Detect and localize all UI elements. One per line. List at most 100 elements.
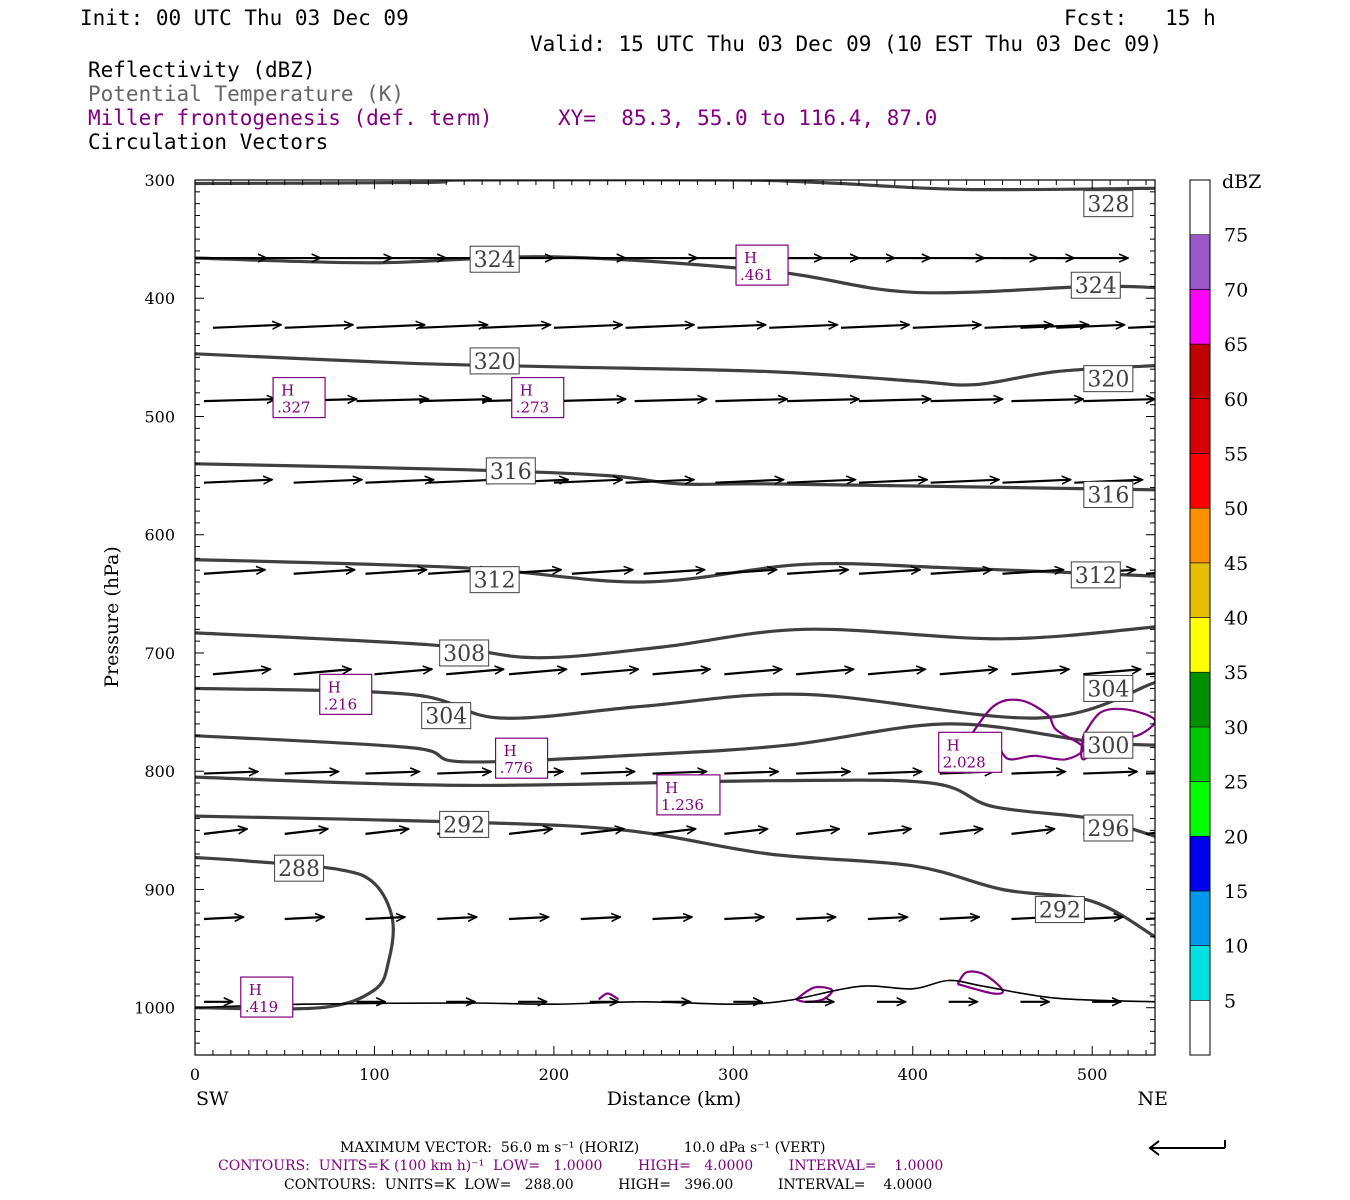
vector-arrow: [365, 772, 419, 774]
vector-arrow: [365, 480, 433, 483]
vector-arrow: [580, 917, 620, 919]
vector-arrow: [365, 570, 426, 574]
fronto-high-value: .419: [245, 998, 278, 1016]
vector-arrow: [437, 917, 476, 919]
vector-arrow: [419, 325, 487, 328]
colorbar-swatch: [1189, 562, 1211, 618]
fronto-high-tag: H: [328, 678, 341, 696]
theta-label-box: [1070, 561, 1121, 589]
fronto-high-value: .776: [500, 759, 533, 777]
fronto-high-box: [494, 737, 549, 779]
vector-arrow: [984, 325, 1053, 328]
vector-arrow: [634, 399, 707, 401]
x-tick-label: 400: [897, 1065, 928, 1084]
max-vector-note: MAXIMUM VECTOR: 56.0 m s⁻¹ (HORIZ) 10.0 …: [340, 1140, 826, 1156]
vector-arrow: [1002, 480, 1070, 483]
colorbar-level-label: 60: [1224, 389, 1248, 411]
fronto-high-tag: H: [947, 736, 960, 754]
colorbar-swatch: [1189, 890, 1211, 946]
x-tick-label: 0: [190, 1065, 200, 1084]
vector-arrow: [482, 325, 550, 328]
vector-arrow: [769, 325, 837, 328]
vector-arrow: [912, 325, 981, 328]
vector-arrow: [1145, 917, 1155, 921]
y-tick-label: 700: [144, 644, 175, 663]
vector-arrow: [724, 829, 767, 835]
vector-arrow: [203, 917, 243, 919]
x-axis-label: Distance (km): [607, 1088, 742, 1110]
fronto-high-box: [240, 976, 294, 1018]
theta-label-box: [1083, 814, 1134, 842]
theta-label-box: [439, 810, 490, 838]
colorbar-swatch: [1189, 835, 1211, 892]
field-theta: Potential Temperature (K): [88, 82, 405, 106]
theta-label: 296: [1087, 817, 1129, 842]
colorbar-level-label: 25: [1224, 772, 1248, 794]
vector-arrow: [652, 917, 692, 919]
theta-label: 304: [1087, 677, 1129, 702]
vector-arrow: [787, 570, 848, 574]
theta-label-box: [485, 457, 536, 485]
vector-arrow: [1154, 481, 1155, 483]
y-tick-label: 1000: [134, 999, 175, 1018]
vector-arrow: [858, 480, 927, 483]
vector-arrow: [724, 669, 781, 676]
colorbar-level-label: 70: [1224, 279, 1248, 301]
colorbar-swatch: [1189, 398, 1211, 454]
theta-label: 288: [278, 857, 320, 882]
vector-arrow: [1011, 669, 1068, 676]
vector-arrow: [508, 669, 566, 676]
vector-arrow: [625, 325, 694, 328]
fronto-contour-1: [1080, 707, 1155, 761]
theta-label-box: [439, 639, 490, 667]
fronto-high-tag: H: [504, 742, 517, 760]
vector-arrow: [203, 570, 265, 574]
vector-arrow: [580, 772, 635, 774]
colorbar-swatch: [1189, 289, 1211, 345]
vector-arrow: [1083, 399, 1155, 401]
theta-label-box: [274, 854, 325, 882]
colorbar-unit: dBZ: [1222, 171, 1261, 193]
theta-label-box: [1034, 896, 1085, 924]
vector-arrow: [553, 480, 622, 483]
forecast-hour: Fcst: 15 h: [1064, 6, 1216, 30]
theta-label-box: [1070, 271, 1121, 299]
reference-vector-icon: [1148, 1140, 1226, 1156]
dbz-colorbar: 5 10 15 20 25 30 35 40 45 50 55 60 65 70 75: [1189, 179, 1248, 1056]
colorbar-level-label: 30: [1224, 717, 1248, 739]
vector-arrow: [1011, 399, 1083, 401]
vector-arrow: [1145, 831, 1155, 835]
vector-arrow: [858, 399, 931, 401]
vector-arrow: [939, 669, 997, 676]
init-time: Init: 00 UTC Thu 03 Dec 09: [80, 6, 409, 30]
colorbar-level-label: 65: [1224, 334, 1248, 356]
vector-arrow: [795, 829, 839, 835]
colorbar-swatch: [1189, 453, 1211, 509]
vector-arrow: [553, 325, 622, 328]
fronto-high-box: [272, 376, 326, 419]
theta-label-box: [469, 347, 520, 375]
theta-label: 292: [1039, 899, 1081, 924]
fronto-high-value: 1.236: [661, 796, 704, 814]
fronto-high-value: .216: [324, 695, 357, 713]
field-circulation-vectors: Circulation Vectors: [88, 130, 329, 154]
colorbar-swatch: [1189, 343, 1211, 400]
colorbar-level-label: 55: [1224, 443, 1248, 465]
vector-arrow: [1011, 772, 1065, 774]
vector-arrow: [284, 772, 339, 774]
y-tick-label: 300: [144, 171, 175, 190]
theta-label: 324: [474, 248, 516, 273]
vector-arrow: [203, 399, 276, 401]
theta-contour-note: CONTOURS: UNITS=K LOW= 288.00 HIGH= 396.…: [284, 1177, 933, 1193]
theta-label: 308: [443, 642, 485, 667]
colorbar-level-label: 10: [1224, 936, 1248, 958]
vector-arrow: [652, 772, 707, 774]
theta-contour-308: [195, 625, 1155, 660]
vector-arrow: [867, 917, 907, 919]
theta-label: 328: [1087, 193, 1129, 218]
fronto-contour-note: CONTOURS: UNITS=K (100 km h)⁻¹ LOW= 1.00…: [218, 1158, 944, 1174]
vector-arrow: [365, 917, 404, 919]
field-frontogenesis: Miller frontogenesis (def. term): [88, 106, 493, 130]
fronto-high-value: .273: [516, 399, 549, 417]
vector-arrow: [724, 772, 778, 774]
